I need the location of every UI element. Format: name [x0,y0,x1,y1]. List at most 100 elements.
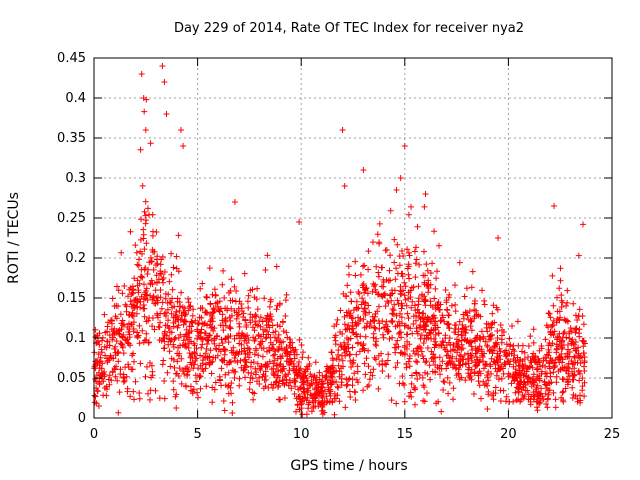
data-point [137,146,144,153]
data-point [297,375,304,382]
data-point [459,332,466,339]
data-point [104,357,111,364]
data-point [405,249,412,256]
data-point [96,358,103,365]
data-point [534,391,541,398]
data-point [183,333,190,339]
data-point [424,316,431,323]
data-point [306,399,313,406]
plot-frame [93,57,613,419]
data-point [503,352,510,359]
data-point [221,346,228,353]
data-point [219,358,226,364]
data-point [140,305,147,312]
data-point [564,287,571,294]
data-point [382,360,388,367]
data-point [544,396,551,403]
data-point [411,248,418,255]
data-point [420,397,427,404]
data-point [571,354,578,361]
data-point [222,371,229,378]
data-point [441,379,448,386]
data-point [192,355,199,362]
data-point [371,317,378,324]
data-point [247,349,253,356]
data-point [571,372,577,379]
data-point [361,289,368,296]
data-point [153,272,160,279]
data-point [429,260,436,267]
data-point [536,372,543,379]
data-point [98,365,105,372]
data-point [97,354,104,361]
data-point [142,212,149,219]
data-point [332,341,339,348]
data-point [557,366,564,373]
data-point [360,345,367,352]
data-point [489,392,496,399]
data-point [392,364,399,371]
data-point [277,323,283,330]
data-point [143,318,150,325]
data-point [452,308,459,315]
data-point [166,299,173,306]
data-point [576,326,583,333]
data-point [405,211,412,218]
data-point [169,286,176,293]
data-point [113,338,120,345]
data-point [433,275,440,282]
data-point [169,295,176,302]
data-point [327,381,334,388]
data-point [481,301,488,308]
data-point [216,298,223,305]
data-point [480,365,487,372]
data-point [153,229,160,235]
data-point [408,203,414,210]
data-point [333,367,340,374]
data-point [157,319,163,326]
data-point [484,406,491,412]
data-point [296,336,303,343]
data-point [530,393,537,400]
data-point [354,368,361,375]
data-point [384,357,391,364]
data-point [406,363,413,370]
data-point [252,365,259,372]
data-point [478,328,485,335]
data-point [517,398,524,405]
y-tick-label: 0.35 [57,131,86,146]
data-point [509,323,515,329]
data-point [495,235,501,241]
data-point [484,382,491,389]
data-point [429,368,436,375]
data-point [276,343,283,350]
data-point [171,364,178,371]
data-point [484,342,491,349]
data-point [213,346,220,353]
data-point [490,390,497,397]
data-point [455,344,462,351]
data-point [178,127,184,133]
data-point [433,400,440,407]
data-point [270,329,277,336]
data-point [382,290,388,297]
data-point [246,386,253,393]
data-point [138,293,145,300]
data-point [427,330,434,337]
data-point [352,397,359,403]
data-point [281,395,288,401]
data-point [276,378,283,385]
data-point [251,337,258,344]
data-point [344,341,351,348]
data-point [564,299,571,306]
data-point [242,350,249,357]
data-point [257,323,264,330]
data-point [218,365,225,372]
data-point [552,362,559,369]
data-point [515,342,522,349]
data-point [542,336,549,343]
data-point [108,377,115,384]
data-point [502,398,509,405]
data-point [285,371,292,378]
data-point [412,274,419,281]
